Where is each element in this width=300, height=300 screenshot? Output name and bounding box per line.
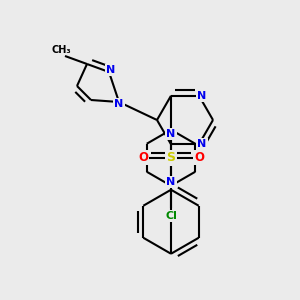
Text: N: N: [167, 129, 176, 139]
Text: N: N: [197, 91, 207, 101]
Text: N: N: [197, 139, 207, 149]
Text: CH₃: CH₃: [51, 45, 71, 55]
Text: O: O: [194, 151, 204, 164]
Text: Cl: Cl: [165, 211, 177, 221]
Text: O: O: [138, 151, 148, 164]
Text: N: N: [106, 65, 116, 75]
Text: N: N: [114, 99, 124, 109]
Text: N: N: [167, 177, 176, 187]
Text: S: S: [167, 151, 176, 164]
